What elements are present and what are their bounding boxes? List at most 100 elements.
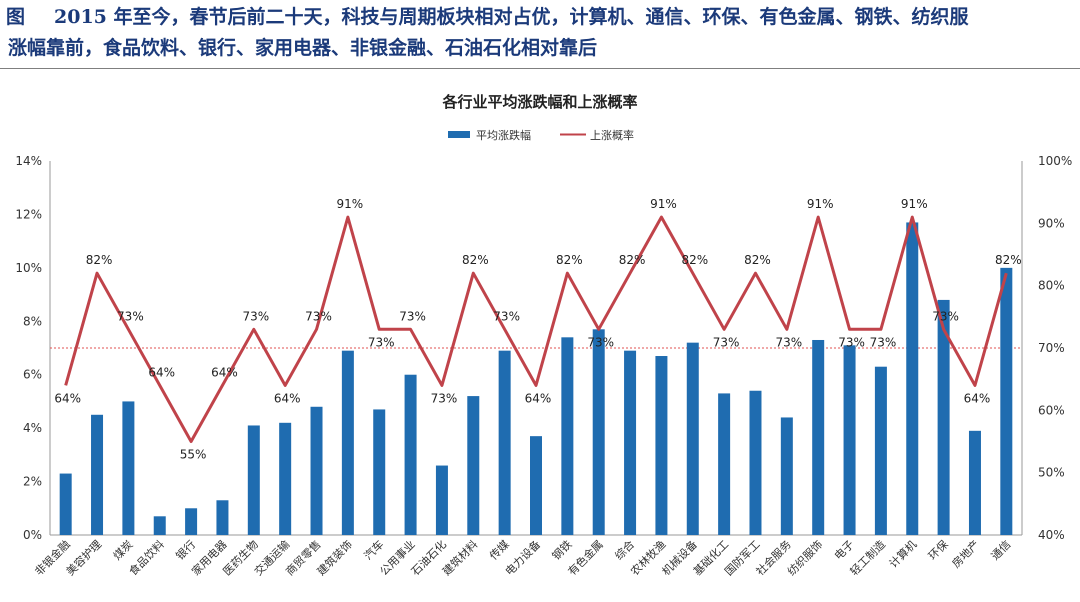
x-tick-label: 建筑装饰 [314, 537, 355, 578]
data-label: 73% [117, 309, 144, 323]
y2-tick-label: 80% [1038, 279, 1065, 293]
line-series [64, 215, 1008, 443]
data-label: 55% [180, 448, 207, 462]
x-tick-label: 纺织服饰 [784, 537, 825, 578]
y-tick-label: 14% [15, 154, 42, 168]
bar [812, 339, 825, 535]
x-tick-label: 计算机 [886, 537, 919, 570]
bar [247, 425, 260, 535]
y2-tick-label: 60% [1038, 403, 1065, 417]
bar [843, 345, 856, 535]
data-label: 64% [148, 365, 175, 379]
data-label: 73% [305, 309, 332, 323]
x-tick-label: 传媒 [487, 538, 512, 563]
legend-line-label: 上涨概率 [590, 128, 634, 142]
y-tick-label: 4% [23, 421, 42, 435]
header-rule [0, 68, 1080, 69]
y-tick-label: 10% [15, 261, 42, 275]
data-label: 91% [807, 197, 834, 211]
bar [655, 356, 668, 535]
data-label: 82% [619, 253, 646, 267]
y-tick-label: 12% [15, 207, 42, 221]
y2-tick-label: 70% [1038, 341, 1065, 355]
x-tick-label: 钢铁 [550, 538, 575, 563]
bar [906, 222, 919, 535]
legend-bar-swatch [448, 131, 470, 138]
data-label: 73% [242, 309, 269, 323]
bar [749, 390, 762, 535]
y2-tick-label: 40% [1038, 528, 1065, 542]
bar [718, 393, 731, 535]
legend-bar-label: 平均涨跌幅 [476, 128, 531, 142]
bar [874, 366, 887, 535]
x-tick-label: 电力设备 [502, 537, 543, 578]
chart-title: 各行业平均涨跌幅和上涨概率 [441, 93, 637, 111]
y-tick-label: 6% [23, 368, 42, 382]
x-tick-label: 汽车 [361, 537, 386, 562]
bar [373, 409, 386, 535]
x-tick-label: 银行 [173, 537, 198, 562]
bar [530, 436, 542, 535]
bar [153, 516, 166, 535]
bar [467, 396, 480, 535]
x-tick-label: 有色金属 [565, 537, 606, 578]
y2-tick-label: 50% [1038, 466, 1065, 480]
data-label: 82% [462, 253, 489, 267]
data-label: 73% [713, 335, 740, 349]
bar [592, 329, 605, 535]
bar [435, 465, 448, 535]
y-tick-label: 8% [23, 314, 42, 328]
y2-tick-label: 90% [1038, 216, 1065, 230]
data-label: 64% [964, 391, 991, 405]
bar [91, 414, 104, 535]
x-tick-label: 食品饮料 [126, 537, 167, 578]
bar [404, 374, 417, 535]
data-label: 73% [493, 309, 520, 323]
caption-line-1: 2015 年至今，春节后前二十天，科技与周期板块相对占优，计算机、通信、环保、有… [54, 6, 969, 28]
y-tick-label: 2% [23, 475, 42, 489]
data-label: 73% [587, 335, 614, 349]
data-label: 64% [211, 365, 238, 379]
bar [780, 417, 793, 535]
x-tick-label: 轻工制造 [847, 537, 888, 578]
x-tick-label: 综合 [612, 537, 637, 562]
x-tick-label: 环保 [925, 537, 950, 562]
data-label: 64% [274, 391, 301, 405]
figure-label: 图 [6, 6, 26, 28]
y2-tick-label: 100% [1038, 154, 1072, 168]
bar [310, 406, 323, 535]
x-tick-label: 房地产 [949, 537, 982, 570]
data-label: 82% [556, 253, 583, 267]
bar [122, 401, 135, 535]
y-tick-label: 0% [23, 528, 42, 542]
data-label: 73% [399, 309, 426, 323]
data-label: 73% [838, 335, 865, 349]
data-label: 64% [54, 391, 81, 405]
x-tick-label: 建筑材料 [439, 537, 480, 578]
x-tick-label: 煤炭 [111, 538, 136, 563]
data-label: 73% [431, 391, 458, 405]
bar [59, 473, 72, 535]
x-tick-label: 电子 [832, 538, 857, 563]
x-tick-label: 美容护理 [63, 537, 104, 578]
data-label: 73% [870, 335, 897, 349]
bar [937, 299, 950, 535]
caption-line-2: 涨幅靠前，食品饮料、银行、家用电器、非银金融、石油石化相对靠后 [8, 37, 598, 59]
data-label: 91% [901, 197, 928, 211]
data-label: 73% [776, 335, 803, 349]
data-label: 82% [86, 253, 113, 267]
data-label: 82% [681, 253, 708, 267]
data-label: 73% [932, 309, 959, 323]
figure-caption: 图 2015 年至今，春节后前二十天，科技与周期板块相对占优，计算机、通信、环保、… [6, 2, 1076, 64]
bar [968, 430, 981, 535]
data-label: 91% [337, 197, 364, 211]
bar [341, 350, 354, 535]
data-label: 82% [995, 253, 1022, 267]
bar [279, 422, 292, 535]
bar [624, 350, 637, 535]
bar [686, 342, 699, 535]
bar [185, 508, 198, 535]
data-label: 64% [525, 391, 552, 405]
bar [498, 350, 511, 535]
